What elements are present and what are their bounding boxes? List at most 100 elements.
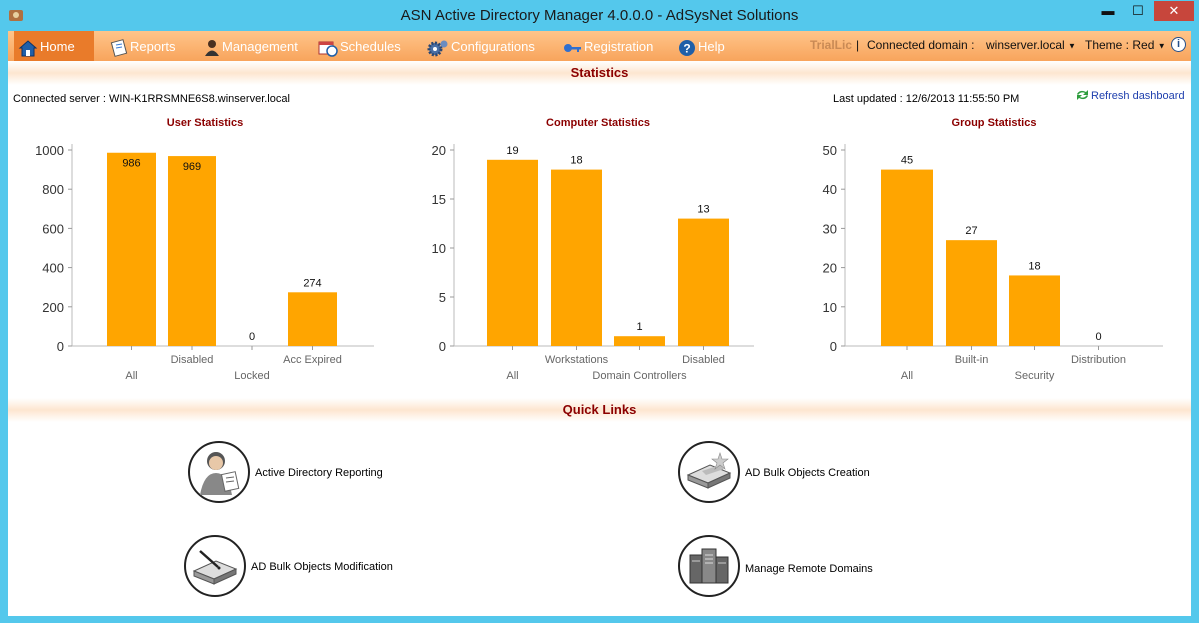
y-tick-label: 600: [42, 221, 64, 236]
help-icon: ?: [679, 39, 695, 56]
info-icon[interactable]: i: [1171, 37, 1186, 52]
nav-home[interactable]: Home: [14, 31, 94, 61]
x-tick-label: Built-in: [955, 354, 989, 366]
y-tick-label: 40: [823, 182, 837, 197]
maximize-button[interactable]: ☐: [1132, 3, 1144, 18]
connected-server-label: Connected server : WIN-K1RRSMNE6S8.winse…: [13, 93, 290, 105]
x-tick-label: Locked: [234, 370, 269, 382]
x-tick-label: Disabled: [682, 354, 725, 366]
y-tick-label: 0: [439, 339, 446, 354]
y-tick-label: 800: [42, 182, 64, 197]
refresh-dashboard-label: Refresh dashboard: [1091, 90, 1185, 102]
nav-bar: Home Reports Management Schedules: [8, 31, 1191, 61]
last-updated-label: Last updated : 12/6/2013 11:55:50 PM: [833, 93, 1020, 105]
chart-title: Group Statistics: [952, 117, 1037, 129]
nav-separator: |: [856, 38, 860, 52]
nav-registration[interactable]: Registration: [558, 31, 653, 61]
x-tick-label: Security: [1015, 370, 1055, 382]
nav-reports-label: Reports: [130, 39, 176, 54]
bar: [881, 169, 933, 346]
nav-home-label: Home: [40, 39, 75, 54]
domain-value: winserver.local: [986, 38, 1065, 52]
x-tick-label: Workstations: [545, 354, 609, 366]
gear-icon: [427, 40, 448, 57]
data-label: 1: [636, 321, 642, 333]
y-tick-label: 20: [823, 261, 837, 276]
trial-license-label: TrialLic: [810, 38, 853, 52]
theme-dropdown[interactable]: Theme : Red ▼: [1085, 31, 1166, 61]
nav-management[interactable]: Management: [200, 31, 298, 61]
chevron-down-icon: ▼: [1157, 41, 1166, 51]
key-icon: [564, 43, 581, 52]
svg-text:?: ?: [683, 41, 690, 55]
bar: [614, 336, 665, 346]
data-label: 45: [901, 155, 913, 167]
nav-reports[interactable]: Reports: [106, 31, 176, 61]
x-tick-label: Domain Controllers: [592, 370, 687, 382]
y-tick-label: 20: [432, 143, 446, 158]
nav-configurations[interactable]: Configurations: [423, 31, 535, 61]
data-label: 274: [303, 277, 321, 289]
bar: [168, 156, 216, 346]
bar: [288, 292, 337, 346]
quick-link-label: AD Bulk Objects Modification: [251, 561, 393, 573]
data-label: 27: [965, 225, 977, 237]
x-tick-label: Disabled: [171, 354, 214, 366]
y-tick-label: 200: [42, 300, 64, 315]
quick-link-label: AD Bulk Objects Creation: [745, 467, 870, 479]
chart-title: Computer Statistics: [546, 117, 650, 129]
bar: [107, 152, 156, 346]
bar: [946, 240, 997, 346]
nav-management-label: Management: [222, 39, 298, 54]
data-label: 18: [1028, 260, 1040, 272]
bar: [551, 169, 602, 346]
nav-registration-label: Registration: [584, 39, 654, 54]
chart-title: User Statistics: [167, 117, 243, 129]
refresh-dashboard-link[interactable]: Refresh dashboard: [1076, 89, 1185, 102]
y-tick-label: 10: [823, 300, 837, 315]
bar: [678, 218, 729, 346]
data-label: 0: [249, 331, 255, 343]
y-tick-label: 15: [432, 192, 446, 207]
quick-link-label: Active Directory Reporting: [255, 467, 383, 479]
main-content: Home Reports Management Schedules: [8, 31, 1191, 616]
connected-domain-label: Connected domain :: [867, 38, 975, 52]
bar: [487, 159, 538, 346]
x-tick-label: All: [125, 370, 137, 382]
data-label: 986: [122, 158, 140, 170]
management-icon: [205, 39, 219, 56]
chevron-down-icon: ▼: [1068, 41, 1076, 51]
home-icon: [18, 39, 38, 57]
bulk-creation-icon: [678, 441, 740, 503]
y-tick-label: 1000: [35, 143, 64, 158]
minimize-button[interactable]: ▬: [1101, 3, 1115, 18]
nav-help[interactable]: ? Help: [674, 31, 725, 61]
bar: [1009, 275, 1060, 346]
nav-help-label: Help: [698, 39, 725, 54]
statistics-header: Statistics: [8, 61, 1191, 85]
x-tick-label: Acc Expired: [283, 354, 342, 366]
nav-configurations-label: Configurations: [451, 39, 535, 54]
data-label: 19: [506, 145, 518, 157]
y-tick-label: 400: [42, 261, 64, 276]
x-tick-label: Distribution: [1071, 354, 1126, 366]
x-tick-label: All: [901, 370, 913, 382]
data-label: 969: [183, 161, 201, 173]
statistics-charts: User Statistics02004006008001000986All96…: [35, 117, 1163, 382]
remote-domains-icon: [678, 535, 740, 597]
data-label: 18: [570, 155, 582, 167]
window-title: ASN Active Directory Manager 4.0.0.0 - A…: [400, 7, 799, 24]
x-tick-label: All: [506, 370, 518, 382]
close-button[interactable]: ✕: [1154, 1, 1194, 21]
ad-reporting-icon: [188, 441, 250, 503]
y-tick-label: 30: [823, 221, 837, 236]
bulk-modification-icon: [184, 535, 246, 597]
nav-schedules[interactable]: Schedules: [314, 31, 401, 61]
refresh-icon: [1077, 90, 1088, 100]
y-tick-label: 10: [432, 241, 446, 256]
data-label: 0: [1095, 331, 1101, 343]
domain-dropdown[interactable]: winserver.local ▼: [986, 31, 1076, 61]
quick-link-label: Manage Remote Domains: [745, 563, 873, 575]
y-tick-label: 0: [830, 339, 837, 354]
